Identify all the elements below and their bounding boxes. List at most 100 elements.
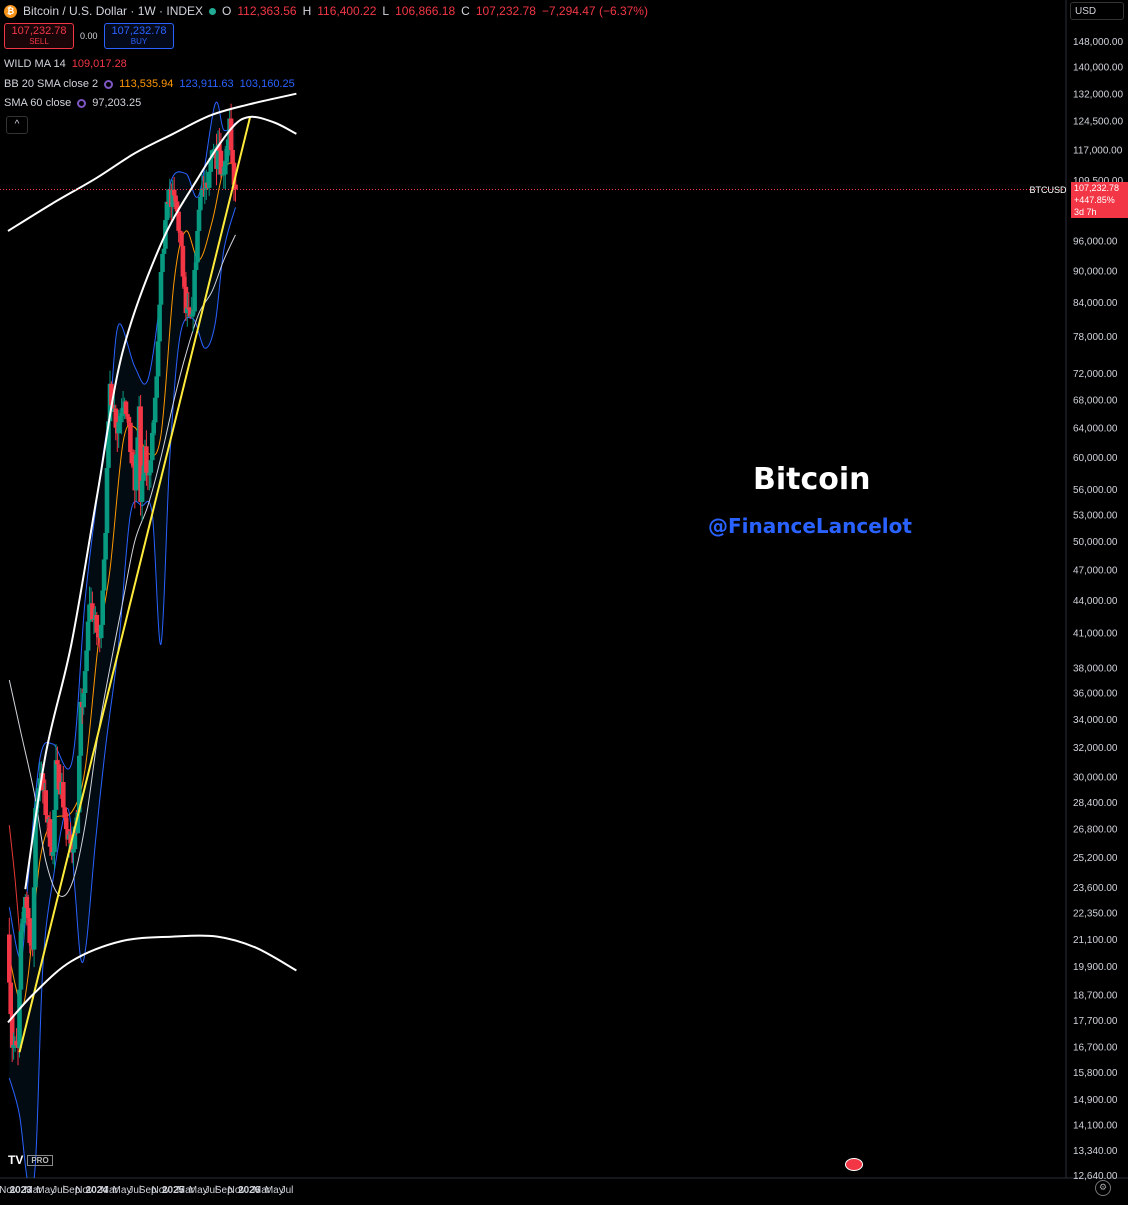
bitcoin-icon: ₿ (4, 4, 17, 18)
indicator-value: 97,203.25 (92, 97, 142, 109)
candle-body (225, 139, 231, 149)
candle-body (28, 942, 34, 946)
candle-body (185, 307, 190, 314)
price-tick-label: 64,000.00 (1073, 423, 1118, 434)
candle-body (50, 852, 56, 856)
candle-body (24, 897, 30, 908)
price-tick-label: 36,000.00 (1073, 689, 1118, 700)
candle-body (224, 148, 229, 162)
indicator-sma-60[interactable]: SMA 60 close 97,203.25 (4, 97, 141, 109)
candle-body (231, 162, 237, 185)
time-tick-label: May (265, 1185, 284, 1196)
candle-body (90, 603, 95, 620)
candle-body (135, 437, 140, 455)
collapse-indicators-button[interactable]: ^ (6, 116, 28, 134)
candle-body (62, 807, 67, 818)
price-tick-label: 23,600.00 (1073, 883, 1118, 894)
candle-body (91, 619, 97, 620)
candle-body (177, 230, 183, 233)
symbol-title[interactable]: Bitcoin / U.S. Dollar · 1W · INDEX (23, 4, 204, 18)
candle-body (133, 454, 139, 491)
candle-body (110, 405, 116, 412)
indicator-value: 113,535.94 (119, 78, 174, 90)
open-value: 112,363.56 (237, 4, 297, 18)
candle-body (69, 843, 75, 853)
time-tick-label: Nov (228, 1185, 246, 1196)
last-price-change: +447.85% (1074, 195, 1115, 205)
candle-body (221, 174, 227, 176)
candle-body (85, 621, 91, 651)
price-tick-label: 19,900.00 (1073, 962, 1118, 973)
price-tick-label: 21,100.00 (1073, 935, 1118, 946)
currency-selector[interactable]: USD (1070, 2, 1124, 20)
candle-body (47, 819, 53, 847)
flag-icon[interactable] (845, 1158, 863, 1171)
price-tick-label: 44,000.00 (1073, 596, 1118, 607)
candle-body (117, 415, 123, 423)
candle-body (228, 118, 234, 150)
price-tick-label: 140,000.00 (1073, 63, 1123, 74)
gear-icon[interactable]: ⚙ (1095, 1180, 1111, 1196)
price-tick-label: 68,000.00 (1073, 396, 1118, 407)
candle-body (152, 397, 158, 423)
candle-body (87, 604, 92, 622)
low-value: 106,866.18 (395, 4, 456, 18)
price-tick-label: 47,000.00 (1073, 566, 1118, 577)
candle-body (193, 262, 199, 270)
candle-body (98, 624, 104, 639)
candle-body (189, 314, 194, 317)
candle-body (56, 764, 62, 790)
indicator-line (8, 207, 236, 1178)
candle-body (109, 383, 114, 406)
indicator-value: 109,017.28 (71, 58, 127, 70)
candle-body (9, 1014, 15, 1048)
buy-button[interactable]: 107,232.78 BUY (104, 23, 174, 49)
price-tick-label: 90,000.00 (1073, 266, 1118, 277)
price-tick-label: 109,500.00 (1073, 176, 1123, 187)
candle-body (147, 472, 152, 476)
candle-body (129, 452, 135, 464)
price-tick-label: 25,200.00 (1073, 853, 1118, 864)
candle-body (104, 468, 110, 533)
price-tick-label: 50,000.00 (1073, 537, 1118, 548)
drawn-curve[interactable] (7, 934, 297, 1024)
drawn-curve[interactable] (7, 92, 297, 232)
indicator-name: BB 20 SMA close 2 (4, 78, 99, 90)
buy-label: BUY (130, 37, 148, 46)
tradingview-logo[interactable]: TV PRO (8, 1153, 53, 1167)
trendline[interactable] (18, 116, 252, 1053)
drawn-curve[interactable] (24, 115, 297, 890)
sell-button[interactable]: 107,232.78 SELL (4, 23, 74, 49)
candle-body (223, 161, 228, 175)
candle-body (186, 307, 192, 310)
candle-body (148, 460, 154, 473)
change-value: −7,294.47 (−6.37%) (541, 4, 648, 18)
candle-body (230, 150, 235, 163)
price-tick-label: 60,000.00 (1073, 453, 1118, 464)
indicator-bollinger-bands[interactable]: BB 20 SMA close 2 113,535.94 123,911.63 … (4, 78, 295, 90)
candle-body (174, 201, 180, 212)
candle-body (208, 158, 213, 172)
indicator-line (8, 234, 236, 897)
indicator-wild-ma[interactable]: WILD MA 14 109,017.28 (4, 58, 127, 70)
candle-body (84, 650, 89, 672)
price-tick-label: 12,640.00 (1073, 1171, 1118, 1182)
indicator-settings-icon[interactable] (77, 98, 87, 108)
pro-badge: PRO (27, 1154, 53, 1166)
price-tick-label: 84,000.00 (1073, 298, 1118, 309)
candle-body (43, 790, 48, 816)
price-tick-label: 56,000.00 (1073, 485, 1118, 496)
candle-body (101, 559, 107, 591)
candle-body (71, 849, 76, 853)
indicator-settings-icon[interactable] (104, 79, 114, 89)
time-tick-label: Mar (101, 1185, 119, 1196)
indicator-value: 123,911.63 (179, 78, 234, 90)
candle-body (68, 834, 73, 844)
candle-body (150, 433, 155, 461)
candle-body (65, 829, 70, 840)
candle-body (123, 401, 129, 415)
price-tick-label: 16,700.00 (1073, 1043, 1118, 1054)
candle-body (190, 311, 196, 315)
